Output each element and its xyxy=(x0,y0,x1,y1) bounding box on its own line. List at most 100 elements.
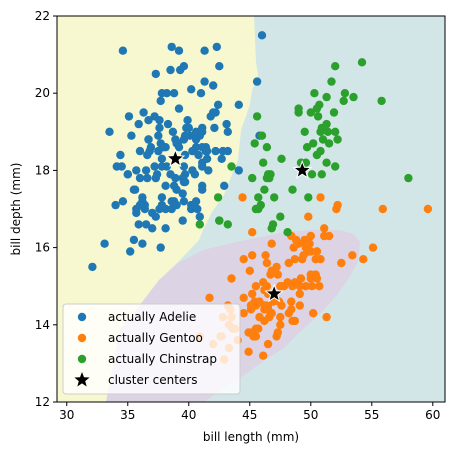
scatter-point xyxy=(161,181,170,190)
scatter-point xyxy=(169,181,179,190)
scatter-point xyxy=(180,170,190,179)
scatter-point xyxy=(135,173,145,183)
y-tick-label: 14 xyxy=(35,318,50,332)
scatter-point xyxy=(315,100,324,110)
scatter-point xyxy=(277,154,286,163)
scatter-point xyxy=(306,108,315,117)
scatter-point xyxy=(169,89,179,98)
scatter-point xyxy=(200,77,209,86)
scatter-point xyxy=(198,123,207,133)
scatter-point xyxy=(340,89,350,98)
scatter-point xyxy=(252,112,262,121)
scatter-point xyxy=(262,282,272,291)
scatter-point xyxy=(148,224,157,233)
scatter-point xyxy=(183,116,192,125)
y-tick-label: 18 xyxy=(35,163,50,177)
scatter-point xyxy=(135,200,145,210)
scatter-point xyxy=(222,119,231,129)
scatter-point xyxy=(156,96,165,106)
y-axis-label: bill depth (mm) xyxy=(9,163,23,256)
scatter-point xyxy=(290,255,300,264)
scatter-point xyxy=(200,46,209,55)
scatter-point xyxy=(155,123,164,133)
scatter-point xyxy=(129,235,139,245)
scatter-point xyxy=(302,143,312,152)
scatter-point xyxy=(223,220,232,229)
scatter-point xyxy=(124,112,134,121)
scatter-point xyxy=(118,197,128,206)
scatter-point xyxy=(220,181,229,190)
scatter-point xyxy=(210,123,219,133)
scatter-point xyxy=(322,312,331,322)
scatter-point xyxy=(311,255,320,264)
scatter-point xyxy=(262,143,272,152)
scatter-point xyxy=(276,212,285,221)
scatter-point xyxy=(194,150,203,160)
scatter-point xyxy=(333,135,342,144)
scatter-point xyxy=(244,328,253,337)
axes: 30 35 40 45 50 55 60 12 14 16 18 20 22 bill length (m… xyxy=(9,9,446,444)
scatter-point xyxy=(127,131,136,140)
scatter-point xyxy=(179,61,189,71)
scatter-point xyxy=(357,58,367,67)
scatter-point xyxy=(184,123,193,133)
scatter-point xyxy=(179,197,189,206)
x-tick-label: 40 xyxy=(181,408,196,422)
scatter-point xyxy=(348,251,357,260)
scatter-point xyxy=(315,282,324,291)
scatter-point xyxy=(215,61,224,71)
scatter-point xyxy=(126,247,135,256)
scatter-point xyxy=(88,262,97,272)
scatter-point xyxy=(254,324,263,333)
scatter-point xyxy=(141,220,151,229)
scatter-point xyxy=(322,92,331,102)
scatter-point xyxy=(157,162,167,171)
scatter-point xyxy=(305,239,314,248)
scatter-point xyxy=(337,258,346,268)
scatter-point xyxy=(260,316,269,326)
scatter-point xyxy=(105,127,114,136)
y-tick-label: 22 xyxy=(35,9,50,23)
legend-marker xyxy=(77,333,87,343)
scatter-point xyxy=(117,162,126,171)
scatter-point xyxy=(187,85,196,94)
scatter-point xyxy=(172,200,181,210)
scatter-point xyxy=(217,154,226,163)
scatter-point xyxy=(287,297,296,306)
scatter-point xyxy=(304,212,313,221)
scatter-point xyxy=(166,65,175,75)
scatter-point xyxy=(198,162,207,171)
scatter-point xyxy=(288,185,297,194)
plot-frame xyxy=(56,15,446,403)
scatter-point xyxy=(339,96,348,106)
scatter-point xyxy=(304,193,313,202)
scatter-point xyxy=(239,309,248,318)
scatter-point xyxy=(234,100,243,110)
scatter-point xyxy=(202,146,212,156)
cluster-center-star xyxy=(292,159,313,179)
scatter-point xyxy=(272,262,281,272)
scatter-point xyxy=(272,332,281,341)
scatter-point xyxy=(143,173,152,183)
scatter-point xyxy=(331,61,340,71)
scatter-point xyxy=(359,255,368,264)
x-tick-label: 60 xyxy=(425,408,440,422)
scatter-point xyxy=(248,251,257,260)
scatter-point xyxy=(134,220,143,229)
scatter-point xyxy=(276,320,285,329)
scatter-point xyxy=(276,282,285,291)
legend-marker xyxy=(77,354,87,364)
scatter-point xyxy=(180,131,190,140)
scatter-point xyxy=(260,185,269,194)
scatter-point xyxy=(211,108,220,117)
scatter-point xyxy=(329,108,339,117)
scatter-point xyxy=(204,166,213,175)
legend-marker xyxy=(77,312,87,322)
x-tick-label: 30 xyxy=(59,408,74,422)
scatter-point xyxy=(167,42,176,52)
scatter-point xyxy=(309,309,318,318)
scatter-point xyxy=(295,301,304,310)
series-actually-chinstrap xyxy=(195,58,413,237)
scatter-point xyxy=(318,135,328,144)
scatter-point xyxy=(174,46,184,55)
